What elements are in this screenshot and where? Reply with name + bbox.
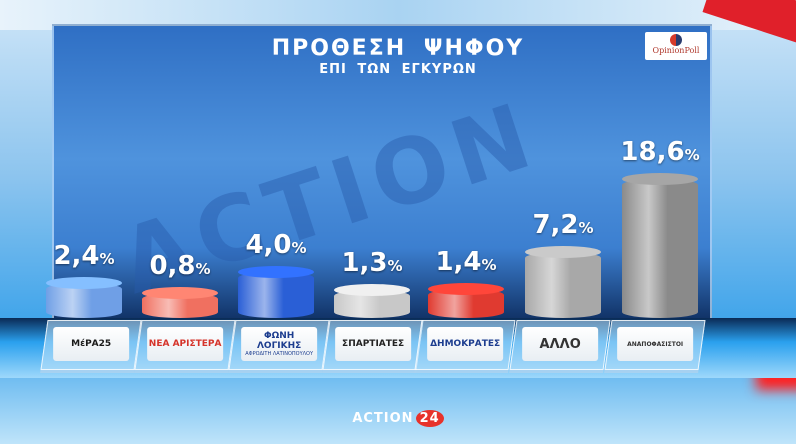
data-label: 1,4% xyxy=(411,247,521,277)
data-label-value: 1,4 xyxy=(435,247,482,278)
category-label: ΝΕΑ ΑΡΙΣΤΕΡΑ xyxy=(148,339,222,349)
bar xyxy=(622,172,698,318)
data-label-value: 7,2 xyxy=(532,209,579,240)
logo-icon xyxy=(670,34,682,46)
data-label-unit: % xyxy=(195,259,211,278)
bar xyxy=(428,283,504,318)
category-label: ΑΝΑΠΟΦΑΣΙΣΤΟΙ xyxy=(627,340,684,348)
category-label: ΦΩΝΗ ΛΟΓΙΚΗΣ xyxy=(256,331,302,351)
category-label: ΔΗΜΟΚΡΑΤΕΣ xyxy=(430,339,501,349)
data-label-value: 0,8 xyxy=(149,250,196,281)
bar xyxy=(142,286,218,318)
data-label-unit: % xyxy=(684,145,700,164)
category-label: ΜέΡΑ25 xyxy=(71,339,112,349)
category-label: ΑΛΛΟ xyxy=(539,336,581,352)
category-sublabel: ΑΦΡΟΔΙΤΗ ΛΑΤΙΝΟΠΟΥΛΟΥ xyxy=(245,351,314,357)
category-card: ΔΗΜΟΚΡΑΤΕΣ xyxy=(414,320,516,370)
chart-title: ΠΡΟΘΕΣΗ ΨΗΦΟΥ xyxy=(271,36,525,61)
bar xyxy=(525,245,601,318)
channel-name: ACTION xyxy=(352,411,414,426)
category-card: ΦΩΝΗ ΛΟΓΙΚΗΣ ΑΦΡΟΔΙΤΗ ΛΑΤΙΝΟΠΟΥΛΟΥ xyxy=(228,320,330,370)
data-label: 1,3% xyxy=(317,248,427,278)
data-label: 0,8% xyxy=(125,251,235,281)
data-label-unit: % xyxy=(291,239,307,258)
data-label-value: 4,0 xyxy=(245,230,292,261)
data-label-unit: % xyxy=(387,256,403,275)
category-card: ΑΝΑΠΟΦΑΣΙΣΤΟΙ xyxy=(604,320,706,370)
category-card: ΜέΡΑ25 xyxy=(40,320,142,370)
channel-logo: ACTION 24 xyxy=(0,410,796,427)
data-label-unit: % xyxy=(481,256,497,275)
bar xyxy=(238,266,314,318)
data-label: 18,6% xyxy=(605,137,715,167)
channel-number: 24 xyxy=(415,410,444,427)
bar xyxy=(334,283,410,318)
data-label-unit: % xyxy=(578,218,594,237)
chart-panel: ACTION xyxy=(52,24,712,324)
category-label: ΣΠΑΡΤΙΑΤΕΣ xyxy=(342,339,405,349)
opinionpoll-logo: OpinionPoll xyxy=(645,32,707,60)
logo-text: OpinionPoll xyxy=(652,46,700,55)
bar xyxy=(46,276,122,318)
data-label-value: 18,6 xyxy=(620,136,685,167)
data-label: 7,2% xyxy=(508,210,618,240)
data-label: 4,0% xyxy=(221,230,331,260)
data-label-value: 1,3 xyxy=(341,247,388,278)
category-card: ΣΠΑΡΤΙΑΤΕΣ xyxy=(322,320,424,370)
category-card: ΝΕΑ ΑΡΙΣΤΕΡΑ xyxy=(134,320,236,370)
data-label-unit: % xyxy=(99,249,115,268)
data-label-value: 2,4 xyxy=(53,240,100,271)
category-card: ΑΛΛΟ xyxy=(509,320,611,370)
chart-subtitle: ΕΠΙ ΤΩΝ ΕΓΚΥΡΩΝ xyxy=(319,62,477,77)
data-label: 2,4% xyxy=(29,241,139,271)
